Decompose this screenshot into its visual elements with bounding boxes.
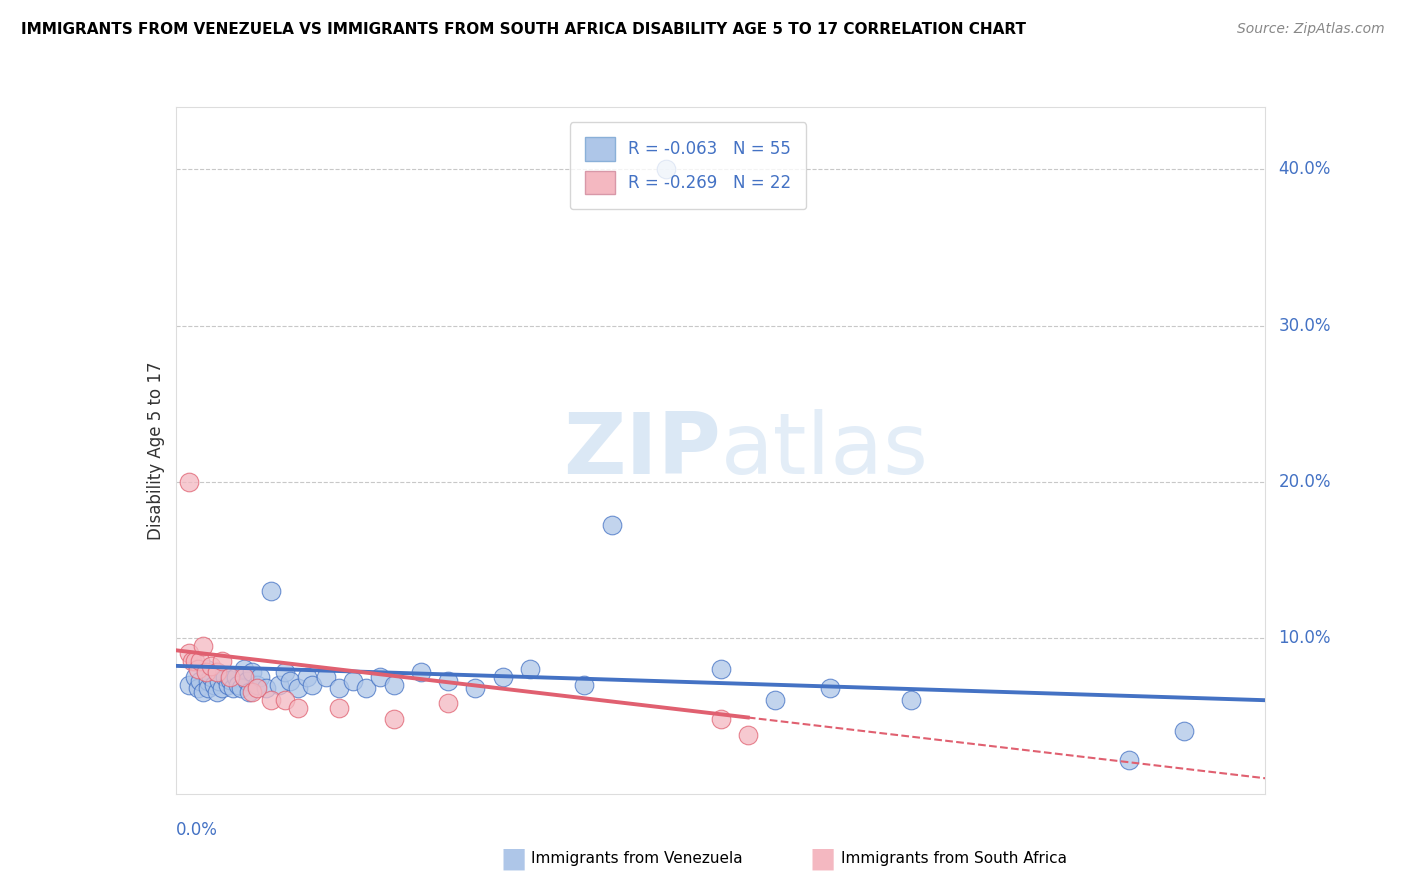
Text: Immigrants from South Africa: Immigrants from South Africa <box>841 851 1067 865</box>
Point <box>437 674 460 689</box>
Point <box>655 162 678 177</box>
Point <box>232 662 254 676</box>
Point <box>214 670 236 684</box>
Point <box>260 693 283 707</box>
Point <box>197 681 219 695</box>
Point <box>1118 753 1140 767</box>
Point <box>225 670 247 684</box>
Point <box>382 712 405 726</box>
Point <box>274 665 297 680</box>
Point <box>328 701 350 715</box>
Point <box>249 670 271 684</box>
Point <box>274 693 297 707</box>
Point <box>184 654 207 668</box>
Point <box>301 678 323 692</box>
Point <box>219 673 242 687</box>
Point <box>900 693 922 707</box>
Point <box>737 728 759 742</box>
Point <box>197 674 219 689</box>
Text: ■: ■ <box>501 844 526 872</box>
Point <box>211 681 233 695</box>
Point <box>205 665 228 680</box>
Point <box>217 678 239 692</box>
Point <box>1173 724 1195 739</box>
Text: 0.0%: 0.0% <box>176 822 218 839</box>
Point <box>763 693 786 707</box>
Point <box>219 670 242 684</box>
Point <box>254 681 277 695</box>
Point <box>356 681 378 695</box>
Point <box>818 681 841 695</box>
Point <box>315 670 337 684</box>
Text: Immigrants from Venezuela: Immigrants from Venezuela <box>531 851 744 865</box>
Point <box>235 674 257 689</box>
Point <box>211 654 233 668</box>
Point <box>287 681 309 695</box>
Point <box>287 701 309 715</box>
Point <box>186 662 209 676</box>
Point <box>246 678 269 692</box>
Point <box>437 696 460 710</box>
Point <box>238 685 260 699</box>
Point <box>260 583 283 598</box>
Point <box>200 658 222 673</box>
Point <box>188 654 211 668</box>
Text: 40.0%: 40.0% <box>1278 161 1331 178</box>
Point <box>574 678 596 692</box>
Point <box>368 670 391 684</box>
Point <box>188 674 211 689</box>
Point <box>600 518 623 533</box>
Point <box>179 475 201 489</box>
Text: IMMIGRANTS FROM VENEZUELA VS IMMIGRANTS FROM SOUTH AFRICA DISABILITY AGE 5 TO 17: IMMIGRANTS FROM VENEZUELA VS IMMIGRANTS … <box>21 22 1026 37</box>
Point <box>186 681 209 695</box>
Point <box>179 646 201 660</box>
Point <box>191 639 214 653</box>
Point <box>205 685 228 699</box>
Point <box>710 712 733 726</box>
Point <box>342 674 364 689</box>
Point <box>231 681 253 695</box>
Point <box>205 665 228 680</box>
Point <box>191 685 214 699</box>
Point <box>181 654 204 668</box>
Point <box>222 681 245 695</box>
Point <box>184 670 207 684</box>
Point <box>232 670 254 684</box>
Point <box>240 665 263 680</box>
Point <box>464 681 486 695</box>
Point <box>492 670 515 684</box>
Point <box>278 674 301 689</box>
Y-axis label: Disability Age 5 to 17: Disability Age 5 to 17 <box>146 361 165 540</box>
Point <box>409 665 432 680</box>
Point <box>295 670 318 684</box>
Point <box>269 678 291 692</box>
Point <box>194 662 217 676</box>
Point <box>328 681 350 695</box>
Text: atlas: atlas <box>721 409 928 492</box>
Point <box>208 674 231 689</box>
Point <box>200 670 222 684</box>
Legend: R = -0.063   N = 55, R = -0.269   N = 22: R = -0.063 N = 55, R = -0.269 N = 22 <box>569 122 806 210</box>
Point <box>240 685 263 699</box>
Point <box>179 678 201 692</box>
Point <box>710 662 733 676</box>
Point <box>228 678 250 692</box>
Text: Source: ZipAtlas.com: Source: ZipAtlas.com <box>1237 22 1385 37</box>
Text: ZIP: ZIP <box>562 409 721 492</box>
Point <box>202 678 225 692</box>
Point <box>519 662 541 676</box>
Point <box>382 678 405 692</box>
Text: 10.0%: 10.0% <box>1278 629 1331 647</box>
Point <box>194 665 217 680</box>
Point <box>246 681 269 695</box>
Text: ■: ■ <box>810 844 835 872</box>
Text: 30.0%: 30.0% <box>1278 317 1331 334</box>
Text: 20.0%: 20.0% <box>1278 473 1331 491</box>
